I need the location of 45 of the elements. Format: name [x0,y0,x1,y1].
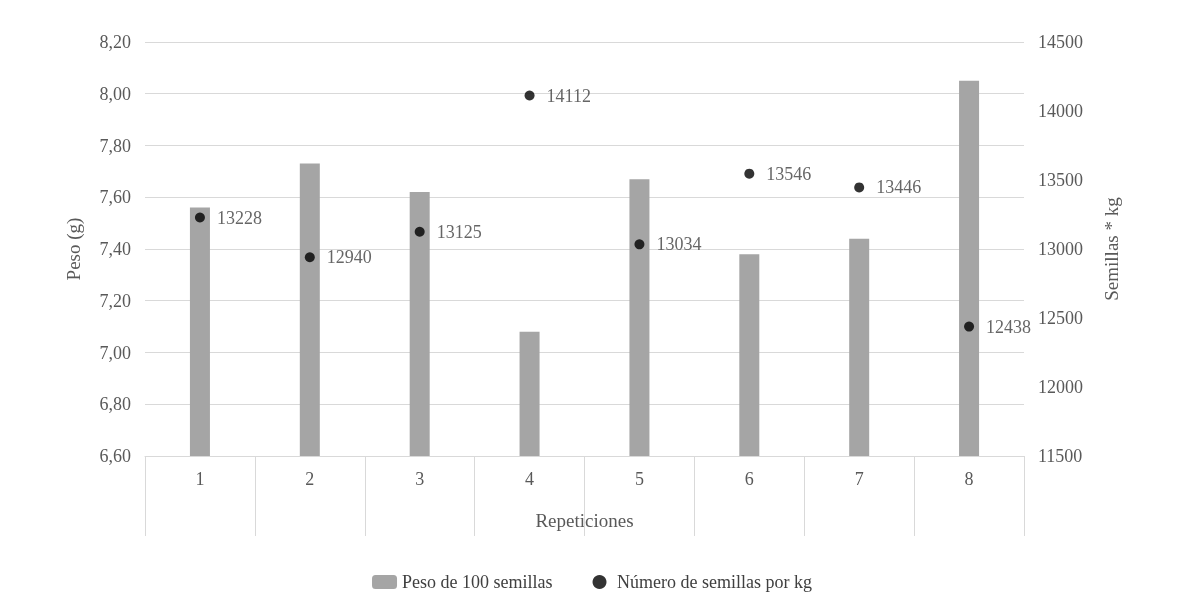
y2-tick-label: 12500 [1038,308,1083,328]
point [194,212,205,223]
y-tick-label: 7,40 [99,239,131,259]
data-label: 13446 [876,177,922,198]
data-label: 13546 [766,163,812,184]
legend-label: Número de semillas por kg [617,572,812,592]
y2-tick-label: 11500 [1038,446,1083,466]
x-tick-label: 5 [634,469,644,489]
point [964,321,975,332]
x-tick-label: 3 [415,469,425,489]
y-tick-label: 7,60 [99,187,131,208]
point [524,90,535,101]
x-tick-label: 8 [964,469,974,489]
data-label: 13125 [436,221,482,242]
point [744,168,755,179]
y2-tick-label: 14000 [1038,101,1083,121]
x-tick-label: 6 [744,469,754,489]
x-tick-label: 7 [854,469,864,489]
y2-tick-label: 14500 [1038,32,1083,52]
y-tick-label: 8,20 [99,32,131,52]
y-axis-title: Peso (g) [63,217,85,281]
y-tick-label: 7,20 [99,290,131,311]
y-tick-label: 8,00 [99,83,131,104]
y-tick-label: 7,80 [99,135,131,156]
y-tick-label: 6,80 [99,394,131,415]
y2-tick-label: 13000 [1038,239,1083,259]
data-label: 14112 [546,85,591,106]
point [854,182,865,193]
data-label: 12940 [326,247,372,268]
point [304,252,315,263]
data-label: 13228 [216,207,262,228]
y-tick-label: 6,60 [99,446,131,466]
y2-tick-label: 13500 [1038,170,1083,190]
y2-axis-title: Semillas * kg [1101,196,1122,301]
point [634,239,645,250]
legend-label: Peso de 100 semillas [402,572,553,592]
x-tick-label: 1 [195,469,205,489]
x-tick-label: 2 [305,469,315,489]
x-axis-title: Repeticiones [535,510,634,531]
y2-tick-label: 12000 [1038,377,1083,397]
point [414,226,425,237]
data-label: 13034 [656,234,702,255]
y-tick-label: 7,00 [99,342,131,363]
data-label: 12438 [986,316,1032,337]
x-tick-label: 4 [525,469,535,489]
